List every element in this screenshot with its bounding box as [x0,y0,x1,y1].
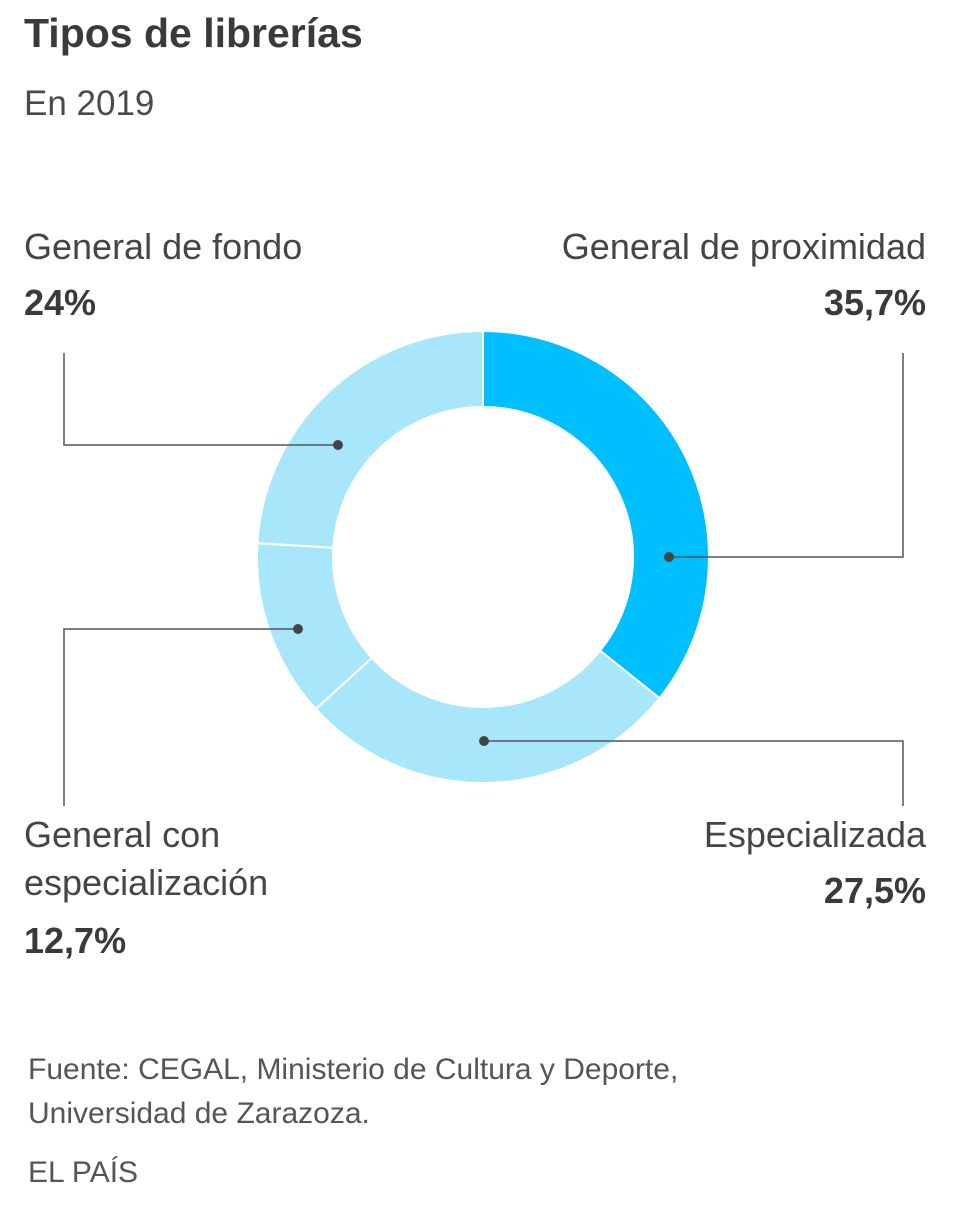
leader-line-especializada [484,740,904,806]
donut-slice-especializada [314,649,661,784]
label-general-de-proximidad: General de proximidad [561,226,926,267]
chart-subtitle: En 2019 [24,84,155,123]
leader-line-con-especializacion [63,628,298,806]
leader-dot-fondo [333,440,343,450]
label-general-con-especializacion-line1: General con [24,814,221,855]
leader-line-fondo [63,353,338,446]
source-note: Fuente: CEGAL, Ministerio de Cultura y D… [28,1048,828,1135]
value-especializada: 27,5% [823,870,926,911]
value-general-de-fondo: 24% [24,282,97,323]
leader-dot-con-especializacion [293,624,303,634]
leader-line-proximidad [669,353,904,558]
donut-slice-general-de-fondo [256,329,484,549]
chart-title: Tipos de librerías [24,10,363,56]
source-line-2: Universidad de Zarazoza. [28,1096,370,1130]
label-general-de-fondo: General de fondo [24,226,303,267]
leader-dot-especializada [479,736,489,746]
value-general-de-proximidad: 35,7% [823,282,926,323]
leader-dot-proximidad [664,552,674,562]
brand-logo-text: EL PAÍS [28,1156,139,1189]
label-especializada: Especializada [703,814,926,855]
label-general-con-especializacion-line2: especialización [24,862,269,903]
donut-slice-general-de-proximidad [482,329,710,700]
value-general-con-especializacion: 12,7% [24,920,127,961]
source-line-1: Fuente: CEGAL, Ministerio de Cultura y D… [28,1053,679,1086]
